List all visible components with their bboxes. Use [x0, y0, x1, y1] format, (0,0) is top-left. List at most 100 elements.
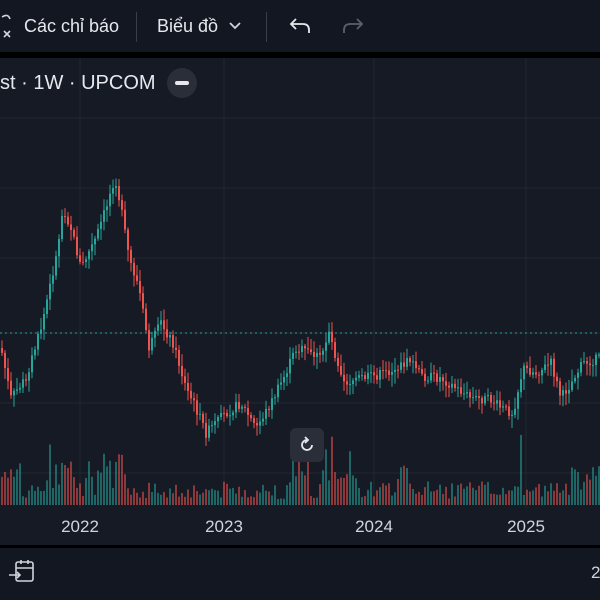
- collapse-legend-button[interactable]: [167, 68, 197, 98]
- volume-bar: [238, 486, 240, 505]
- x-axis-tick: 2023: [205, 517, 243, 536]
- volume-bar: [577, 472, 579, 505]
- volume-bar: [442, 494, 444, 505]
- volume-bar: [310, 495, 312, 505]
- price-chart[interactable]: [0, 58, 600, 545]
- candle-body: [538, 374, 540, 376]
- volume-bar: [316, 497, 318, 505]
- candle-body: [310, 349, 312, 352]
- volume-bar: [31, 485, 33, 505]
- volume-bar: [454, 496, 456, 505]
- candle-body: [103, 210, 105, 222]
- volume-bar: [106, 466, 108, 505]
- candles: [1, 178, 600, 446]
- volume-bar: [40, 491, 42, 505]
- candle-body: [436, 373, 438, 382]
- volume-bar: [217, 490, 219, 505]
- candle-body: [151, 337, 153, 351]
- reset-chart-button[interactable]: [290, 428, 324, 462]
- volume-bar: [220, 497, 222, 505]
- volume-bar: [556, 483, 558, 505]
- volume-bar: [598, 466, 600, 505]
- candle-body: [139, 280, 141, 294]
- volume-bar: [481, 481, 483, 505]
- volume-bar: [94, 494, 96, 505]
- candle-body: [544, 364, 546, 371]
- volume-bar: [13, 476, 15, 505]
- volume-bar: [382, 483, 384, 505]
- time-readout: 2: [591, 563, 600, 582]
- candle-body: [529, 368, 531, 375]
- volume-bar: [193, 485, 195, 505]
- candle-body: [343, 374, 345, 382]
- volume-bar: [490, 493, 492, 505]
- candle-body: [319, 352, 321, 355]
- candle-body: [184, 376, 186, 383]
- candle-body: [55, 256, 57, 276]
- candle-body: [100, 221, 102, 229]
- redo-button[interactable]: [341, 0, 365, 52]
- candle-body: [124, 209, 126, 230]
- volume-bar: [499, 494, 501, 505]
- candle-body: [82, 261, 84, 263]
- undo-button[interactable]: [288, 0, 312, 52]
- volume-bar: [445, 486, 447, 505]
- goto-date-button[interactable]: [8, 558, 36, 586]
- chart-pane[interactable]: [0, 58, 600, 545]
- candle-body: [418, 368, 420, 370]
- candle-body: [340, 365, 342, 375]
- candle-body: [442, 377, 444, 382]
- volume-bar: [250, 496, 252, 505]
- candle-body: [52, 275, 54, 284]
- volume-bar: [541, 496, 543, 505]
- reset-icon: [301, 436, 313, 451]
- volume-bar: [508, 490, 510, 505]
- candle-body: [40, 329, 42, 334]
- volume-bar: [526, 489, 528, 505]
- candle-body: [136, 275, 138, 281]
- candle-body: [109, 193, 111, 207]
- candle-body: [589, 363, 591, 366]
- volume-bar: [388, 483, 390, 505]
- volume-bar: [52, 488, 54, 505]
- candle-body: [532, 372, 534, 375]
- candle-body: [97, 228, 99, 239]
- volume-bar: [580, 489, 582, 505]
- volume-bar: [73, 477, 75, 505]
- symbol-compare-icon[interactable]: [0, 0, 14, 52]
- candle-body: [499, 400, 501, 408]
- candle-body: [583, 361, 585, 363]
- volume-bar: [253, 497, 255, 505]
- volume-bar: [349, 451, 351, 505]
- candle-body: [478, 396, 480, 398]
- volume-bar: [28, 490, 30, 505]
- volume-bar: [472, 487, 474, 505]
- volume-bar: [421, 494, 423, 505]
- candle-body: [220, 413, 222, 417]
- volume-bar: [163, 492, 165, 505]
- candle-body: [226, 413, 228, 417]
- volume-bar: [328, 480, 330, 505]
- candle-body: [94, 238, 96, 245]
- candle-body: [367, 372, 369, 379]
- candle-body: [430, 372, 432, 381]
- volume-bar: [517, 486, 519, 505]
- volume-bar: [343, 477, 345, 505]
- volume-bar: [532, 490, 534, 505]
- candle-body: [268, 408, 270, 410]
- volume-bar: [157, 492, 159, 505]
- candle-body: [4, 352, 6, 369]
- volume-bar: [406, 468, 408, 505]
- candle-body: [325, 342, 327, 351]
- volume-bar: [55, 464, 57, 505]
- volume-bar: [49, 444, 51, 505]
- candle-body: [376, 375, 378, 380]
- chart-type-button[interactable]: Biểu đồ: [157, 0, 242, 52]
- candle-body: [7, 368, 9, 381]
- indicators-button[interactable]: Các chỉ báo: [24, 0, 119, 52]
- candle-body: [76, 236, 78, 256]
- candle-body: [295, 351, 297, 353]
- candle-body: [460, 387, 462, 394]
- volume-bar: [178, 496, 180, 505]
- volume-bar: [4, 471, 6, 505]
